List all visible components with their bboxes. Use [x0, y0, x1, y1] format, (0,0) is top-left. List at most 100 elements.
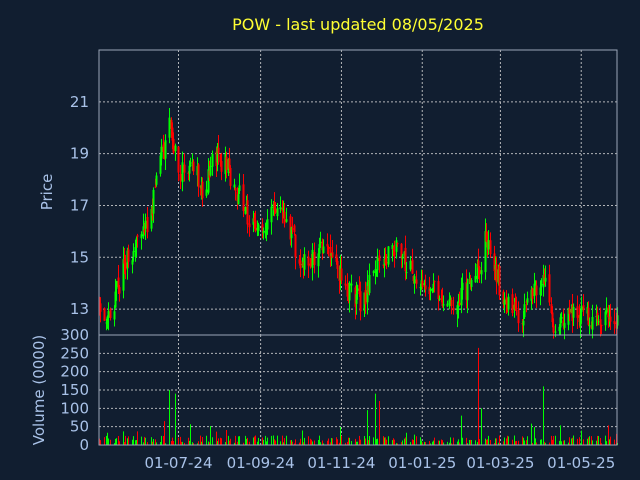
candle-body — [152, 189, 155, 214]
candle-body — [135, 238, 138, 248]
candle-body — [449, 298, 452, 300]
candle-body — [146, 217, 149, 233]
candle-body — [358, 285, 361, 295]
candle-body — [572, 306, 575, 318]
volume-tick-label: 100 — [60, 399, 89, 417]
candle-body — [396, 243, 399, 245]
candle-body — [401, 256, 404, 259]
candle-body — [107, 311, 110, 318]
candle-body — [607, 307, 610, 318]
candle-body — [559, 317, 562, 328]
candle-body — [423, 283, 426, 286]
candle-body — [437, 281, 440, 300]
candle-body — [238, 185, 241, 191]
candle-body — [550, 304, 553, 313]
price-tick-label: 17 — [70, 196, 89, 214]
candle-body — [470, 280, 473, 287]
candle-body — [177, 146, 180, 173]
candle-body — [442, 304, 445, 306]
candle-body — [523, 304, 526, 318]
candle-body — [609, 316, 612, 322]
candle-body — [391, 245, 394, 250]
candle-body — [395, 240, 398, 252]
candle-body — [433, 281, 436, 283]
candle-body — [405, 272, 408, 274]
candle-body — [229, 167, 232, 186]
candle-body — [321, 241, 324, 251]
candle-body — [576, 306, 579, 318]
candle-body — [487, 239, 490, 250]
candle-body — [461, 282, 464, 291]
candle-body — [285, 219, 288, 222]
candle-body — [456, 305, 459, 315]
candle-body — [438, 298, 441, 300]
candle-body — [404, 247, 407, 272]
chart-title: POW - last updated 08/05/2025 — [232, 15, 484, 34]
candle-body — [283, 211, 286, 224]
candle-body — [154, 186, 157, 188]
candle-body — [331, 252, 334, 258]
price-tick-label: 15 — [70, 248, 89, 266]
x-tick-label: 01-11-24 — [307, 454, 375, 472]
candle-body — [293, 225, 296, 233]
candle-body — [502, 291, 505, 304]
candle-body — [448, 299, 451, 305]
candle-body — [131, 260, 134, 265]
candle-body — [604, 311, 607, 326]
candle-body — [600, 324, 603, 326]
candle-body — [265, 229, 268, 231]
candle-body — [299, 260, 302, 269]
candle-body — [440, 298, 443, 300]
price-tick-label: 13 — [70, 300, 89, 318]
candle-body — [409, 260, 412, 270]
x-tick-label: 01-09-24 — [227, 454, 295, 472]
candle-body — [123, 258, 126, 264]
candle-body — [558, 326, 561, 332]
candle-body — [127, 249, 130, 262]
candle-body — [273, 202, 276, 211]
candle-body — [355, 294, 358, 304]
candle-body — [476, 264, 479, 280]
candle-body — [313, 251, 316, 265]
candle-body — [103, 308, 106, 321]
candle-body — [441, 299, 444, 306]
candle-body — [474, 275, 477, 283]
volume-tick-label: 50 — [70, 418, 89, 436]
candle-body — [242, 184, 245, 212]
panel-frames — [98, 49, 618, 446]
candle-body — [124, 262, 127, 271]
candle-body — [188, 165, 191, 174]
candle-body — [511, 294, 514, 314]
candle-body — [400, 243, 403, 259]
volume-panel-frame — [98, 334, 618, 446]
candle-body — [225, 156, 228, 170]
candle-body — [432, 283, 435, 290]
candle-body — [452, 307, 455, 311]
price-tick-label: 19 — [70, 145, 89, 163]
candle-body — [309, 263, 312, 267]
candle-body — [374, 269, 377, 274]
candle-body — [368, 274, 371, 293]
price-tick-label: 21 — [70, 93, 89, 111]
candle-body — [554, 331, 557, 333]
candle-body — [495, 264, 498, 282]
candle-body — [143, 230, 146, 233]
candle-body — [535, 285, 538, 296]
candle-body — [181, 162, 184, 183]
candle-body — [144, 220, 147, 229]
candle-body — [359, 291, 362, 312]
candle-body — [384, 258, 387, 264]
candle-body — [114, 291, 117, 308]
candle-body — [155, 175, 158, 185]
candle-body — [415, 279, 418, 284]
volume-tick-label: 150 — [60, 381, 89, 399]
price-tick-label: 300 — [60, 326, 89, 344]
candle-body — [319, 242, 322, 244]
candle-body — [587, 307, 590, 325]
candle-body — [183, 164, 186, 173]
candle-body — [413, 276, 416, 284]
candle-body — [132, 251, 135, 257]
candle-body — [294, 234, 297, 258]
